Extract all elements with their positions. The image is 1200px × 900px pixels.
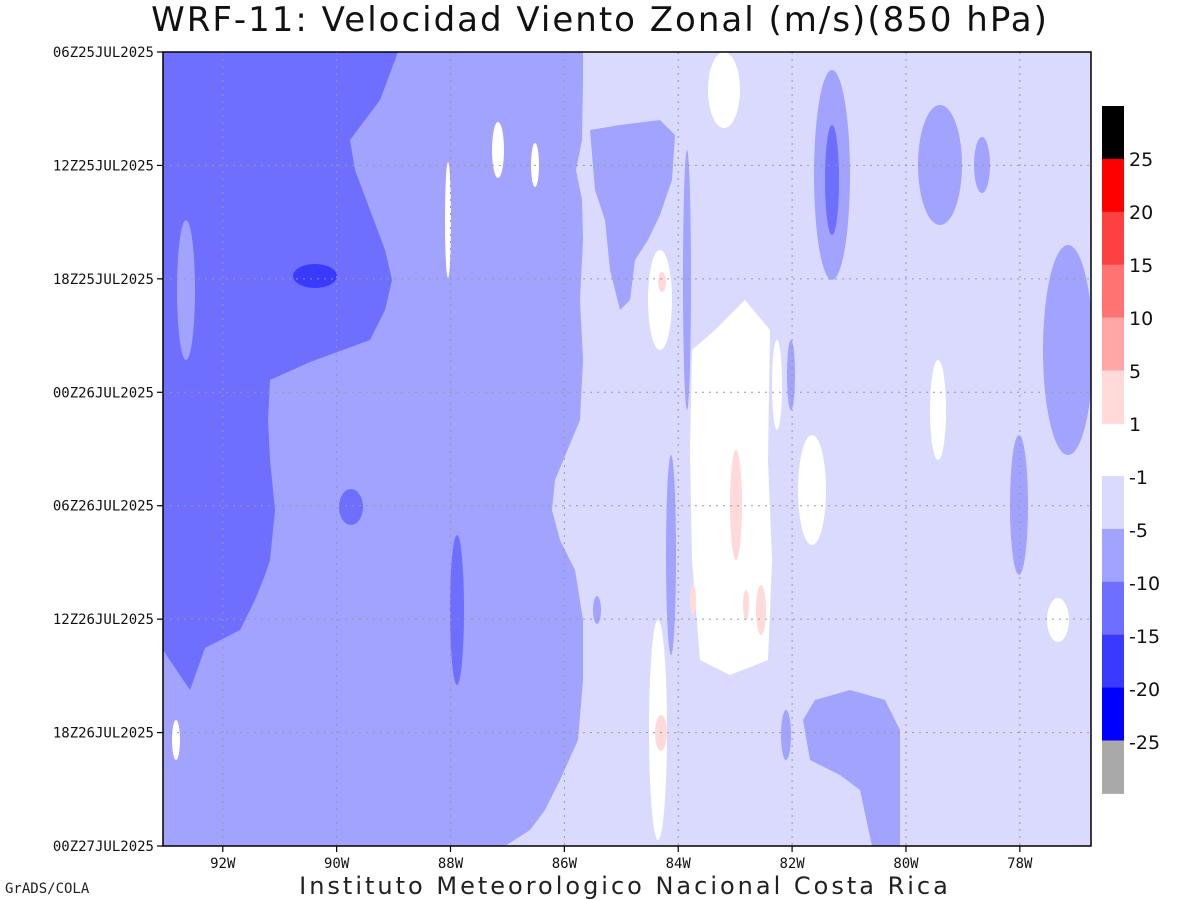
institution-label: Instituto Meteorologico Nacional Costa R… [299, 872, 951, 900]
y-tick-label: 12Z26JUL2025 [53, 612, 154, 628]
region-lower-right-blob [803, 690, 900, 846]
colorbar-swatch [1102, 370, 1124, 424]
colorbar-label: -5 [1129, 520, 1148, 542]
x-tick-label: 86W [552, 856, 578, 872]
y-axis: 06Z25JUL2025 12Z25JUL2025 18Z25JUL2025 00Z2… [53, 45, 163, 855]
region-85.6W-small [593, 596, 601, 624]
region-82.2W-small [781, 710, 791, 760]
region-strip-88W [450, 535, 464, 685]
colorbar-label: -20 [1129, 679, 1160, 701]
plot-frame [162, 51, 1092, 847]
region-positive-5 [658, 272, 666, 292]
colorbar-label: 25 [1129, 149, 1153, 171]
x-tick-label: 92W [210, 856, 236, 872]
colorbar-label: -15 [1129, 626, 1160, 648]
colorbar-label: 10 [1129, 308, 1153, 330]
region-82W-small [787, 340, 795, 410]
colorbar-swatch [1102, 264, 1124, 319]
y-tick-label: 12Z25JUL2025 [53, 158, 154, 174]
region-calm-88W [445, 162, 451, 278]
region-84.3W-strip [666, 455, 676, 655]
region-calm-top [708, 52, 740, 128]
region-calm-80.7W [798, 435, 826, 545]
colorbar-swatch [1102, 106, 1124, 160]
colorbar-label: 20 [1129, 202, 1153, 224]
colorbar-swatch [1102, 687, 1124, 741]
y-tick-label: 00Z26JUL2025 [53, 385, 154, 401]
colorbar-label: 15 [1129, 255, 1153, 277]
colorbar-swatch [1102, 581, 1124, 636]
x-tick-label: 90W [324, 856, 350, 872]
colorbar-swatch [1102, 211, 1124, 266]
region-81W-core [825, 125, 839, 235]
region-calm-84.6W [648, 250, 672, 350]
y-tick-label: 18Z25JUL2025 [53, 272, 154, 288]
colorbar-swatch [1102, 634, 1124, 689]
y-tick-label: 00Z27JUL2025 [53, 839, 154, 855]
plot-grid [163, 52, 1091, 846]
region-78W-strip [1010, 435, 1028, 575]
region-east-blob [1043, 245, 1091, 455]
y-tick-label: 06Z25JUL2025 [53, 45, 154, 61]
colorbar-label: 1 [1129, 414, 1141, 436]
colorbar-label: -25 [1129, 732, 1160, 754]
colorbar-label: -1 [1129, 467, 1148, 489]
region-calm-79.3W [930, 360, 946, 460]
region-strong-westward [163, 52, 398, 690]
x-tick-label: 88W [438, 856, 464, 872]
colorbar-swatch [1102, 158, 1124, 213]
region-positive-2 [756, 585, 766, 635]
region-positive-1 [730, 450, 742, 560]
region-84W-thin-strip [683, 150, 691, 410]
x-tick-label: 82W [779, 856, 805, 872]
colorbar-label: -10 [1129, 573, 1160, 595]
region-weak-left [177, 220, 195, 360]
region-upper-mid-blob [590, 120, 675, 310]
colorbar-swatch [1102, 317, 1124, 371]
region-small-strong [339, 489, 363, 525]
x-tick-label: 78W [1007, 856, 1033, 872]
x-axis: 92W 90W 88W 86W 84W 82W 80W 78W [210, 846, 1033, 872]
chart-title: WRF-11: Velocidad Viento Zonal (m/s)(850… [151, 0, 1049, 40]
colorbar-swatch [1102, 740, 1124, 794]
colorbar-swatch [1102, 476, 1124, 530]
colorbar-swatch [1102, 528, 1124, 583]
region-local-max [293, 264, 337, 288]
region-positive-3 [743, 590, 749, 620]
x-tick-label: 80W [893, 856, 919, 872]
y-tick-label: 18Z26JUL2025 [53, 726, 154, 742]
colorbar: 25 20 15 10 5 1 -1 -5 -10 -15 -20 -25 [1102, 106, 1160, 794]
y-tick-label: 06Z26JUL2025 [53, 499, 154, 515]
region-calm-87W [492, 122, 504, 178]
credit-label: GrADS/COLA [5, 881, 90, 897]
region-calm-92.8W [172, 720, 180, 760]
region-positive-6 [690, 585, 696, 615]
x-tick-label: 84W [666, 856, 692, 872]
colorbar-label: 5 [1129, 361, 1141, 383]
contour-field [163, 52, 1091, 846]
region-calm-77.5W [1047, 598, 1069, 642]
region-calm-82.4W [772, 340, 782, 430]
